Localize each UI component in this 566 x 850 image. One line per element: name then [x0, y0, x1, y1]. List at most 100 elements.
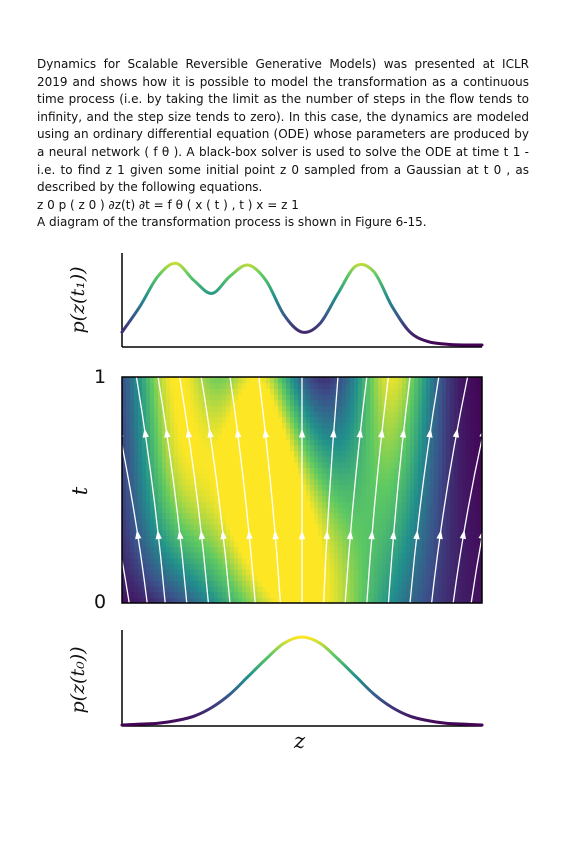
heatmap-cell	[158, 512, 163, 519]
heatmap-cell	[242, 569, 247, 576]
heatmap-cell	[326, 433, 331, 440]
heatmap-cell	[226, 552, 231, 559]
heatmap-cell	[394, 439, 399, 446]
heatmap-cell	[254, 405, 259, 412]
heatmap-cell	[226, 597, 231, 603]
heatmap-cell	[410, 591, 415, 598]
heatmap-cell	[246, 422, 251, 429]
heatmap-cell	[186, 552, 191, 559]
heatmap-cell	[450, 597, 455, 603]
heatmap-cell	[314, 506, 319, 514]
heatmap-cell	[250, 484, 255, 491]
heatmap-cell	[170, 382, 175, 389]
heatmap-cell	[238, 540, 243, 548]
heatmap-cell	[438, 444, 443, 452]
heatmap-cell	[242, 473, 247, 480]
heatmap-cell	[478, 484, 482, 491]
heatmap-cell	[154, 382, 159, 389]
heatmap-cell	[202, 450, 207, 457]
heatmap-cell	[258, 557, 263, 565]
heatmap-cell	[438, 490, 443, 497]
heatmap-cell	[374, 563, 379, 570]
heatmap-cell	[358, 410, 363, 418]
heatmap-cell	[238, 591, 243, 598]
heatmap-cell	[194, 540, 199, 548]
heatmap-cell	[450, 377, 455, 384]
heatmap-cell	[442, 540, 447, 548]
heatmap-cell	[322, 557, 327, 565]
heatmap-cell	[434, 382, 439, 389]
heatmap-cell	[314, 557, 319, 565]
heatmap-cell	[142, 506, 147, 514]
heatmap-cell	[250, 422, 255, 429]
heatmap-cell	[458, 444, 463, 452]
heatmap-cell	[302, 439, 307, 446]
heatmap-cell	[206, 444, 211, 452]
heatmap-cell	[258, 422, 263, 429]
heatmap-cell	[202, 546, 207, 553]
heatmap-cell	[166, 552, 171, 559]
heatmap-cell	[178, 495, 183, 502]
heatmap-cell	[474, 597, 479, 603]
heatmap-cell	[170, 377, 175, 384]
heatmap-cell	[126, 523, 131, 531]
heatmap-cell	[454, 473, 459, 480]
heatmap-cell	[366, 473, 371, 480]
heatmap-cell	[378, 552, 383, 559]
heatmap-cell	[406, 450, 411, 457]
heatmap-cell	[246, 377, 251, 384]
heatmap-cell	[166, 569, 171, 576]
heatmap-cell	[242, 416, 247, 423]
heatmap-cell	[418, 535, 423, 542]
heatmap-cell	[454, 563, 459, 570]
heatmap-cell	[450, 467, 455, 474]
heatmap-cell	[302, 586, 307, 593]
heatmap-cell	[326, 382, 331, 389]
heatmap-cell	[326, 478, 331, 485]
heatmap-cell	[310, 478, 315, 485]
heatmap-cell	[210, 410, 215, 418]
heatmap-cell	[202, 506, 207, 514]
heatmap-cell	[174, 405, 179, 412]
heatmap-cell	[222, 484, 227, 491]
heatmap-cell	[182, 393, 187, 401]
heatmap-cell	[206, 563, 211, 570]
heatmap-cell	[254, 382, 259, 389]
heatmap-cell	[390, 563, 395, 570]
heatmap-cell	[378, 490, 383, 497]
heatmap-cell	[450, 580, 455, 587]
heatmap-cell	[222, 523, 227, 531]
heatmap-cell	[190, 523, 195, 531]
heatmap-cell	[270, 382, 275, 389]
heatmap-cell	[218, 529, 223, 536]
heatmap-cell	[362, 501, 367, 508]
heatmap-cell	[354, 540, 359, 548]
top-density-curve	[120, 261, 484, 347]
heatmap-cell	[458, 523, 463, 531]
heatmap-cell	[466, 388, 471, 395]
heatmap-cell	[390, 580, 395, 587]
heatmap-cell	[142, 552, 147, 559]
heatmap-cell	[330, 540, 335, 548]
heatmap-cell	[326, 405, 331, 412]
heatmap-cell	[418, 586, 423, 593]
heatmap-cell	[142, 591, 147, 598]
heatmap-cell	[450, 535, 455, 542]
heatmap-cell	[478, 416, 482, 423]
heatmap-cell	[170, 501, 175, 508]
heatmap-cell	[418, 388, 423, 395]
heatmap-cell	[306, 416, 311, 423]
heatmap-cell	[198, 478, 203, 485]
heatmap-cell	[138, 478, 143, 485]
heatmap-cell	[354, 574, 359, 581]
heatmap-cell	[170, 399, 175, 406]
heatmap-cell	[290, 495, 295, 502]
heatmap-cell	[298, 393, 303, 401]
heatmap-cell	[438, 467, 443, 474]
heatmap-cell	[426, 393, 431, 401]
heatmap-cell	[246, 580, 251, 587]
heatmap-cell	[294, 388, 299, 395]
heatmap-cell	[318, 501, 323, 508]
heatmap-cell	[350, 591, 355, 598]
heatmap-cell	[350, 597, 355, 603]
